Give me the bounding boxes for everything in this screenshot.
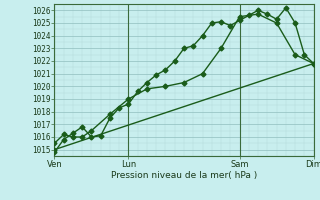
X-axis label: Pression niveau de la mer( hPa ): Pression niveau de la mer( hPa ) [111,171,257,180]
